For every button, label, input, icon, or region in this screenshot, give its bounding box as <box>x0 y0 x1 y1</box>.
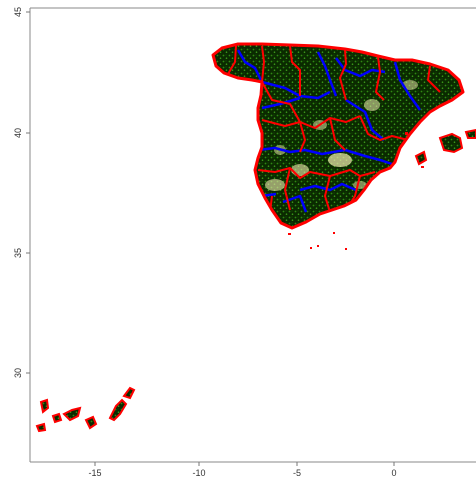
canary-islands <box>35 386 136 433</box>
small-islets <box>288 132 408 250</box>
el-hierro <box>35 422 47 433</box>
y-axis: 45 40 35 30 <box>13 7 30 378</box>
tenerife <box>62 406 82 422</box>
y-tick-label: 40 <box>13 128 23 138</box>
iberia-land <box>213 44 463 228</box>
la-palma <box>39 398 50 414</box>
x-tick-label: 0 <box>391 468 396 478</box>
lanzarote <box>122 386 136 400</box>
mallorca <box>438 132 464 154</box>
x-tick-label: -15 <box>88 468 101 478</box>
ibiza <box>414 150 428 166</box>
x-tick-label: -10 <box>192 468 205 478</box>
formentera <box>421 166 424 168</box>
balearic-islands <box>414 128 476 168</box>
regional-borders <box>236 49 422 213</box>
x-tick-label: -5 <box>293 468 301 478</box>
plot-frame <box>29 7 476 463</box>
y-tick-label: 45 <box>13 7 23 17</box>
menorca <box>464 128 476 139</box>
la-gomera <box>51 412 63 424</box>
iberia-coastline <box>211 42 465 230</box>
provincial-borders <box>227 45 441 213</box>
y-tick-label: 30 <box>13 368 23 378</box>
fuerteventura <box>108 398 128 422</box>
iberian-peninsula <box>211 42 465 230</box>
x-axis: -15 -10 -5 0 <box>88 462 397 478</box>
y-tick-label: 35 <box>13 248 23 258</box>
gran-canaria <box>84 415 98 430</box>
